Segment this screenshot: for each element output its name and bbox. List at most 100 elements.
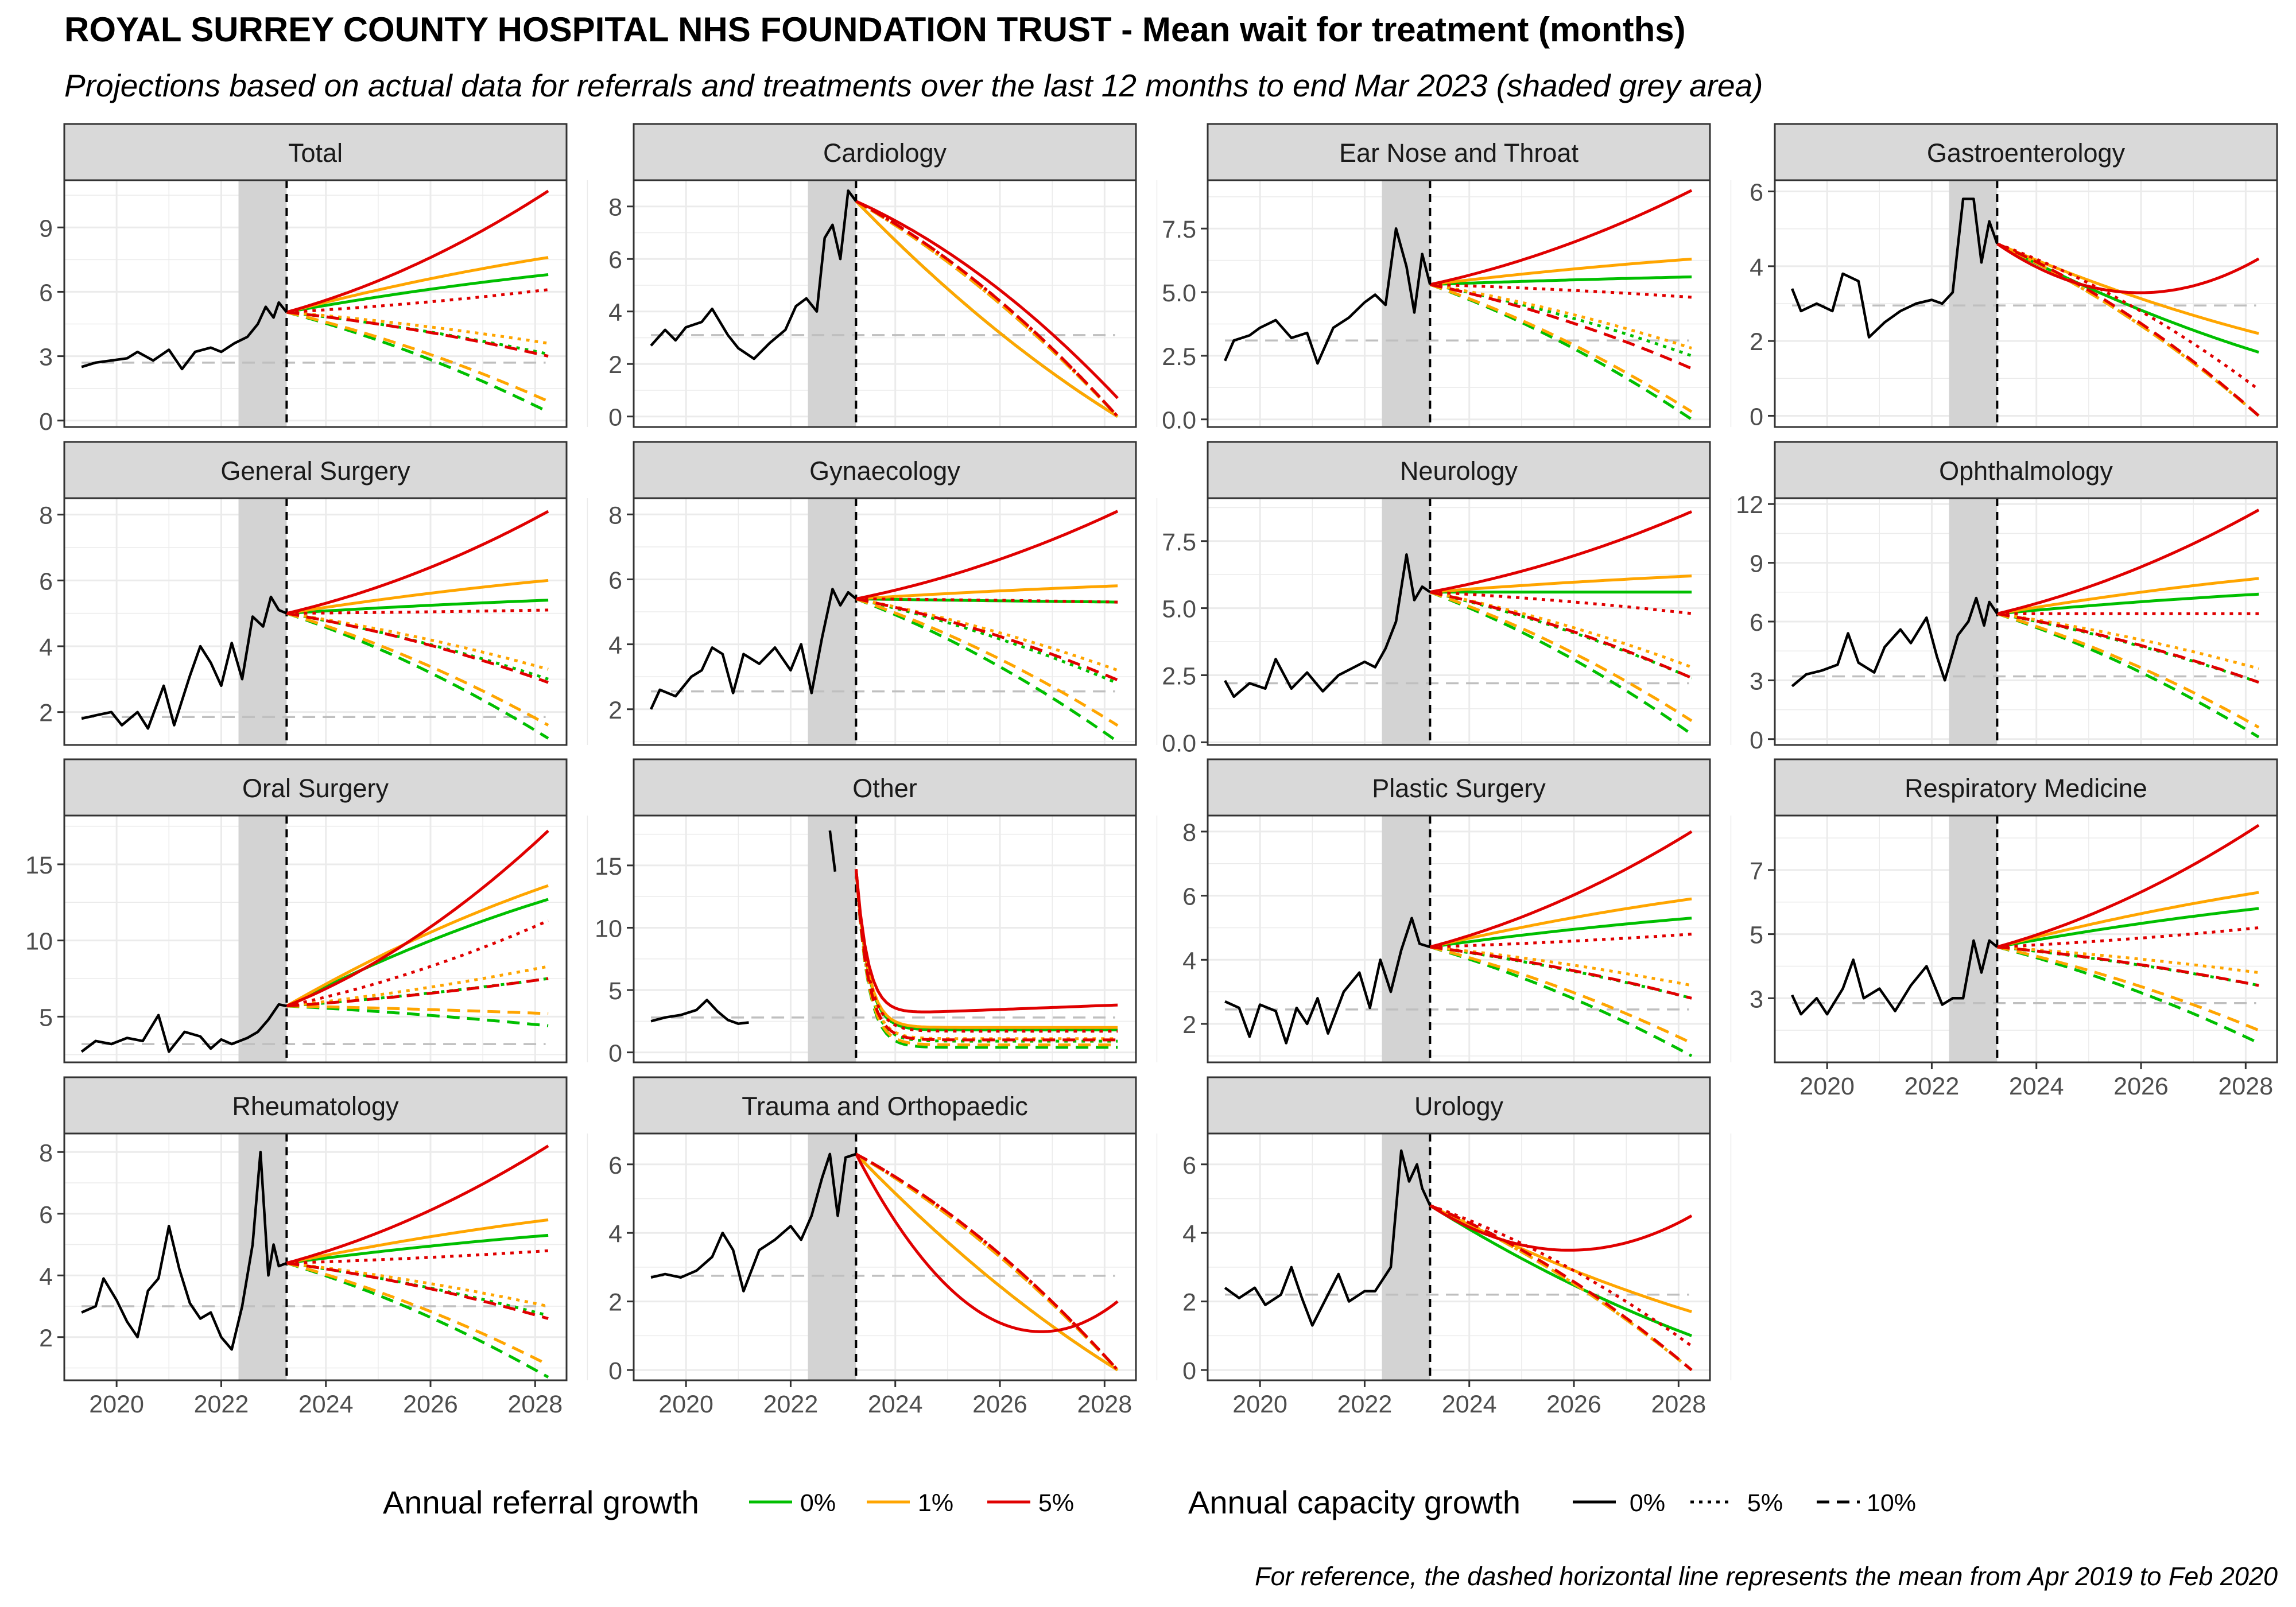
- series-group: [650, 830, 1118, 1049]
- legend-label-referral-1: 1%: [918, 1489, 953, 1517]
- shaded-period: [1949, 180, 1998, 427]
- shaded-period: [238, 498, 287, 745]
- projection-line-referral-5-capacity-10: [1996, 242, 2260, 417]
- projection-line-referral-5-capacity-0: [286, 510, 549, 615]
- actual-wait-line: [81, 1151, 288, 1351]
- y-tick-label: 6: [608, 246, 622, 274]
- panel-ophthalmology: Ophthalmology 0 3 6 9 12: [1736, 441, 2278, 754]
- projection-line-referral-5-capacity-5: [1430, 591, 1692, 615]
- panel-oral-surgery: Oral Surgery 5 10 15: [25, 758, 588, 1063]
- legend-referral-title: Annual referral growth: [383, 1484, 699, 1520]
- y-tick-label: 0: [608, 404, 622, 432]
- series-group: [650, 510, 1119, 743]
- y-tick-label: 10: [595, 915, 622, 942]
- panel-strip-label: Urology: [1414, 1092, 1504, 1121]
- projection-line-referral-0-capacity-0: [1430, 917, 1692, 949]
- series-group: [1791, 824, 2260, 1045]
- projection-line-referral-1-capacity-0: [286, 884, 549, 1007]
- series-group: [1224, 830, 1693, 1058]
- shaded-period: [1382, 1134, 1430, 1380]
- legend-label-capacity-0: 0%: [1630, 1489, 1665, 1517]
- y-tick-label: 6: [608, 566, 622, 594]
- projection-line-referral-0-capacity-10: [855, 597, 1119, 743]
- panel-border: [1207, 814, 1711, 1063]
- projection-line-referral-5-capacity-10: [1996, 612, 2259, 684]
- projection-line-referral-0-capacity-10: [1429, 591, 1693, 736]
- projection-line-referral-0-capacity-0: [286, 1233, 549, 1265]
- projection-line-referral-5-capacity-0: [286, 189, 549, 314]
- y-tick-label: 7: [1750, 857, 1763, 885]
- x-tick-label: 2022: [194, 1391, 249, 1418]
- x-tick-label: 2022: [1905, 1073, 1960, 1100]
- panel-strip-label: Oral Surgery: [242, 774, 389, 803]
- panel-urology: Urology 0 2 4 6 2020 2022 2024 2026 2028: [1182, 1076, 1732, 1418]
- y-tick-label: 0: [1750, 403, 1763, 430]
- x-tick-label: 2028: [2218, 1073, 2273, 1100]
- projection-line-referral-1-capacity-0: [1996, 242, 2259, 335]
- chart-title: ROYAL SURREY COUNTY HOSPITAL NHS FOUNDAT…: [64, 10, 1686, 49]
- projection-line-referral-1-capacity-5: [286, 965, 549, 1008]
- legend-capacity-title: Annual capacity growth: [1188, 1484, 1521, 1520]
- projection-line-referral-1-capacity-10: [1429, 945, 1693, 1045]
- projection-line-referral-5-capacity-10: [1429, 591, 1693, 680]
- x-tick-label: 2026: [2113, 1073, 2169, 1100]
- y-tick-label: 6: [39, 1201, 53, 1229]
- panel-strip: [1774, 123, 2278, 181]
- y-tick-label: 2.5: [1162, 343, 1196, 371]
- panel-rheumatology: Rheumatology 2 4 6 8 2020 2022 2024 2026 2028: [39, 1076, 588, 1418]
- y-tick-label: 10: [25, 928, 53, 956]
- actual-wait-line: [1791, 197, 1999, 339]
- y-tick-label: 0: [608, 1357, 622, 1385]
- actual-wait-line: [650, 1152, 857, 1292]
- panel-strip: [1207, 1076, 1711, 1135]
- projection-line-referral-1-capacity-0: [286, 1218, 549, 1265]
- y-tick-label: 8: [608, 502, 622, 529]
- y-tick-label: 0: [1750, 727, 1763, 754]
- actual-wait-line: [828, 830, 837, 872]
- legend-label-referral-0: 0%: [800, 1489, 836, 1517]
- series-group: [650, 1152, 1119, 1372]
- projection-line-referral-0-capacity-0: [286, 273, 549, 314]
- panel-background: [64, 816, 567, 1062]
- projection-line-referral-5-capacity-0: [855, 1153, 1119, 1333]
- x-tick-label: 2026: [403, 1391, 458, 1418]
- y-tick-label: 8: [39, 502, 53, 530]
- projection-line-referral-1-capacity-10: [854, 869, 1118, 1047]
- y-tick-label: 6: [608, 1152, 622, 1179]
- projection-line-referral-5-capacity-10: [286, 1261, 549, 1320]
- projection-line-referral-1-capacity-0: [1429, 897, 1692, 949]
- projection-line-referral-5-capacity-0: [854, 869, 1118, 1014]
- panel-border: [63, 1132, 568, 1381]
- y-tick-label: 5: [1750, 922, 1763, 949]
- panel-border: [63, 497, 568, 746]
- shaded-period: [1949, 816, 1998, 1062]
- projection-line-referral-1-capacity-10: [1996, 612, 2260, 729]
- y-tick-label: 5: [608, 977, 622, 1005]
- y-tick-label: 6: [1750, 609, 1763, 636]
- shaded-period: [1382, 498, 1430, 745]
- y-tick-label: 12: [1736, 491, 1763, 519]
- projection-line-referral-5-capacity-10: [1997, 945, 2259, 987]
- y-tick-label: 15: [25, 852, 53, 879]
- projection-line-referral-5-capacity-0: [1429, 510, 1693, 594]
- panel-strip-label: Gynaecology: [809, 456, 960, 486]
- x-tick-label: 2022: [763, 1391, 819, 1418]
- projection-line-referral-1-capacity-0: [1430, 257, 1692, 286]
- projection-line-referral-5-capacity-10: [855, 1152, 1119, 1371]
- panel-strip-label: Ophthalmology: [1939, 456, 2113, 486]
- projection-line-referral-5-capacity-10: [1429, 1204, 1693, 1372]
- y-tick-label: 4: [1750, 254, 1763, 281]
- series-group: [81, 1144, 549, 1379]
- panel-total: Total 0 3 6 9: [39, 123, 588, 436]
- x-tick-label: 2020: [1232, 1391, 1287, 1418]
- panel-cardiology: Cardiology 0 2 4 6 8: [608, 123, 1158, 432]
- y-tick-label: 4: [608, 299, 622, 327]
- panel-strip: [63, 123, 568, 181]
- projection-line-referral-5-capacity-0: [1996, 242, 2260, 294]
- series-group: [650, 189, 1119, 418]
- panel-strip-label: Gastroenterology: [1927, 138, 2126, 168]
- panel-trauma-and-orthopaedic: Trauma and Orthopaedic 0 2 4 6 2020 2022 2024 20…: [608, 1076, 1158, 1418]
- projection-line-referral-5-capacity-5: [286, 608, 549, 615]
- projection-line-referral-0-capacity-0: [286, 898, 549, 1008]
- projection-line-referral-0-capacity-10: [1996, 945, 2260, 1045]
